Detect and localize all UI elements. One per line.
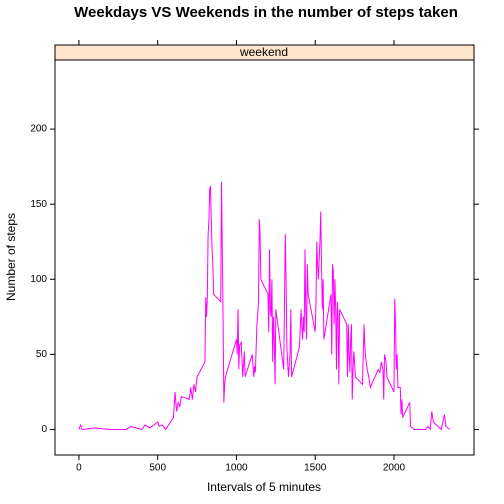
panel-box xyxy=(54,59,475,456)
chart-title: Weekdays VS Weekends in the number of st… xyxy=(74,4,458,21)
x-tick-label: 2000 xyxy=(383,463,406,474)
y-tick-label: 150 xyxy=(30,199,47,210)
y-tick-label: 200 xyxy=(30,124,47,135)
y-axis-label: Number of steps xyxy=(4,213,18,301)
y-tick-label: 0 xyxy=(41,424,47,435)
x-tick-label: 1000 xyxy=(225,463,248,474)
x-tick-label: 1500 xyxy=(304,463,327,474)
x-axis-label: Intervals of 5 minutes xyxy=(207,480,321,494)
data-line xyxy=(78,181,451,431)
x-tick-label: 500 xyxy=(149,463,166,474)
strip-label: weekend xyxy=(239,45,288,59)
x-tick-label: 0 xyxy=(76,463,82,474)
y-tick-label: 50 xyxy=(36,349,48,360)
y-tick-label: 100 xyxy=(30,274,47,285)
